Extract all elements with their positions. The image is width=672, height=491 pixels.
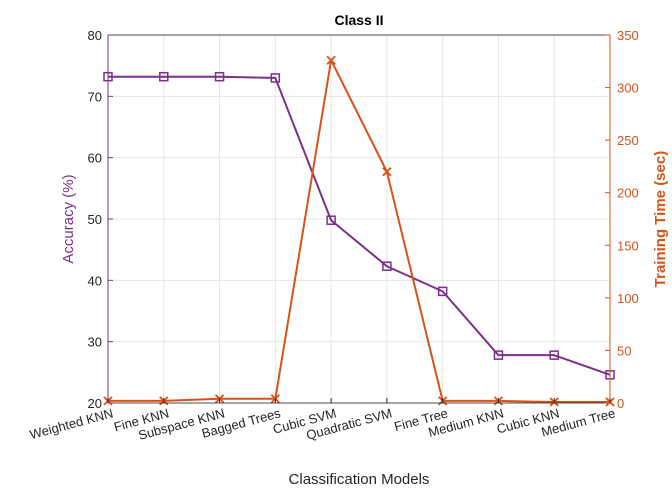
y-tick-label-left: 20 xyxy=(88,396,102,411)
y-tick-label-left: 30 xyxy=(88,335,102,350)
data-point-x xyxy=(382,167,392,177)
x-marker-stroke xyxy=(326,55,336,65)
y-axis-label-right: Training Time (sec) xyxy=(652,151,669,287)
y-tick-label-right: 250 xyxy=(617,133,639,148)
data-point-square xyxy=(549,350,559,360)
y-axis-label-left: Accuracy (%) xyxy=(60,174,77,263)
data-point-square xyxy=(270,73,281,83)
y-tick-label-right: 300 xyxy=(617,81,639,96)
y-tick-label-left: 50 xyxy=(88,212,102,227)
y-tick-label-right: 0 xyxy=(617,396,624,411)
plot-area xyxy=(103,34,615,407)
series-line-2 xyxy=(108,59,610,403)
y-tick-label-right: 150 xyxy=(617,238,639,253)
y-tick-label-right: 100 xyxy=(617,291,639,306)
y-tick-label-left: 60 xyxy=(88,151,102,166)
data-point-square xyxy=(326,215,336,225)
series-line-1 xyxy=(108,75,611,376)
y-tick-label-left: 70 xyxy=(88,89,102,104)
x-axis-label: Classification Models xyxy=(289,471,430,488)
data-point-square xyxy=(159,71,169,82)
y-tick-label-right: 50 xyxy=(617,343,631,358)
chart-title: Class II xyxy=(334,12,383,28)
x-marker-stroke xyxy=(382,167,392,177)
y-tick-label-left: 40 xyxy=(88,273,102,288)
y-tick-label-right: 200 xyxy=(617,186,639,201)
data-point-square xyxy=(437,286,448,297)
y-tick-label-right: 350 xyxy=(617,28,639,43)
data-point-square xyxy=(493,350,504,360)
data-point-x xyxy=(326,55,336,65)
y-tick-label-left: 80 xyxy=(88,28,102,43)
data-point-square xyxy=(382,261,392,271)
data-point-square xyxy=(214,71,225,82)
